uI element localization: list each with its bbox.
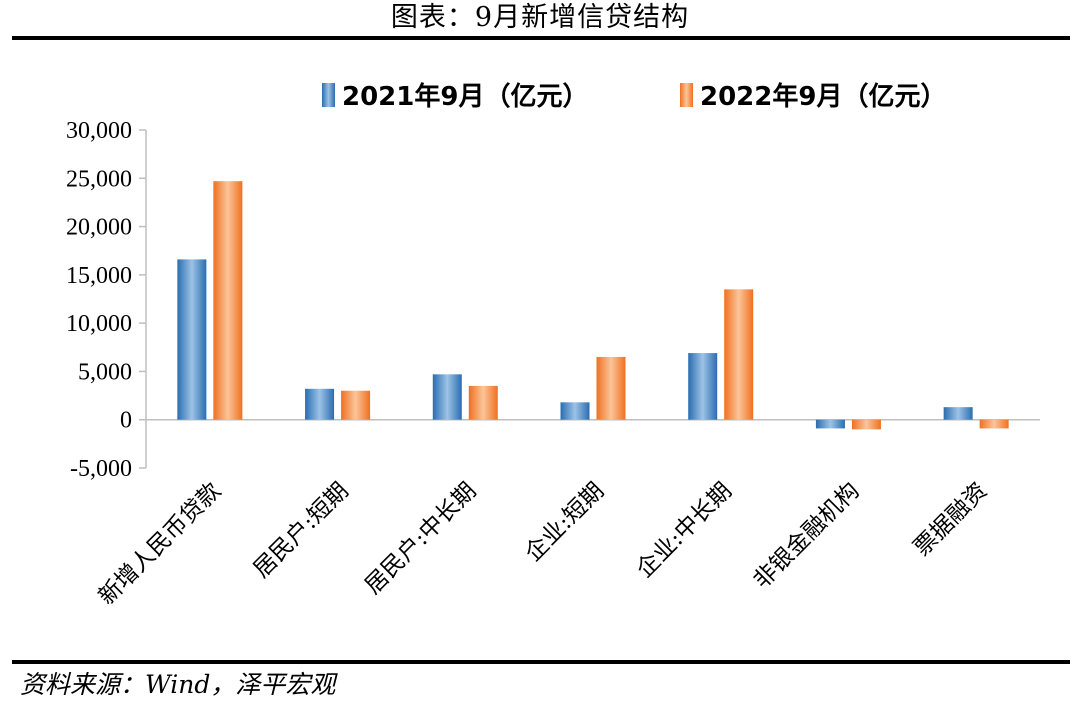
bar-series2-1 — [341, 390, 371, 420]
axes — [139, 129, 1040, 469]
y-tick-label: 30,000 — [66, 118, 132, 144]
legend-swatch-series1 — [322, 83, 335, 107]
bar-series2-4 — [724, 289, 754, 420]
legend-swatch-series2 — [680, 83, 693, 107]
x-category-label: 票据融资 — [909, 478, 992, 561]
bar-series2-6 — [979, 419, 1009, 429]
bar-series1-2 — [432, 374, 462, 420]
top-rule — [12, 36, 1070, 40]
bar-chart: 2021年9月（亿元） 2022年9月（亿元） 30,000 25,000 20,00… — [66, 81, 1040, 610]
bar-series1-3 — [560, 402, 590, 420]
x-category-label: 居民户:中长期 — [360, 478, 481, 599]
source-note: 资料来源：Wind，泽平宏观 — [20, 670, 336, 699]
y-tick-label: 10,000 — [66, 311, 132, 337]
x-category-label: 企业:短期 — [520, 478, 609, 567]
x-category-label: 居民户:短期 — [249, 478, 354, 583]
bar-series1-0 — [177, 259, 207, 420]
bar-series2-3 — [596, 356, 626, 420]
bar-series2-2 — [468, 385, 498, 420]
y-axis-labels: 30,000 25,000 20,000 15,000 10,000 5,000 0 -5,0… — [66, 118, 132, 482]
y-tick-label: 15,000 — [66, 263, 132, 289]
x-category-label: 新增人民币贷款 — [94, 478, 226, 610]
bar-series1-5 — [815, 419, 845, 429]
y-tick-label: -5,000 — [70, 456, 132, 482]
legend-label-series1: 2021年9月（亿元） — [342, 81, 588, 112]
bar-series1-6 — [943, 407, 973, 420]
bottom-rule — [12, 660, 1070, 664]
bar-series1-4 — [688, 353, 718, 420]
legend-label-series2: 2022年9月（亿元） — [700, 81, 946, 112]
bars — [177, 181, 1009, 430]
x-category-label: 非银金融机构 — [749, 478, 865, 594]
x-category-label: 企业:中长期 — [632, 478, 737, 583]
bar-series2-0 — [213, 181, 243, 420]
bar-series2-5 — [851, 419, 881, 430]
y-tick-label: 0 — [120, 408, 132, 434]
x-axis-labels: 新增人民币贷款 居民户:短期 居民户:中长期 企业:短期 企业:中长期 非银金融机构 票据融… — [94, 478, 993, 610]
y-tick-label: 5,000 — [78, 359, 132, 385]
y-tick-label: 20,000 — [66, 215, 132, 241]
bar-series1-1 — [305, 388, 335, 420]
chart-title: 图表：9月新增信贷结构 — [390, 2, 690, 33]
y-tick-label: 25,000 — [66, 166, 132, 192]
legend: 2021年9月（亿元） 2022年9月（亿元） — [322, 81, 946, 112]
